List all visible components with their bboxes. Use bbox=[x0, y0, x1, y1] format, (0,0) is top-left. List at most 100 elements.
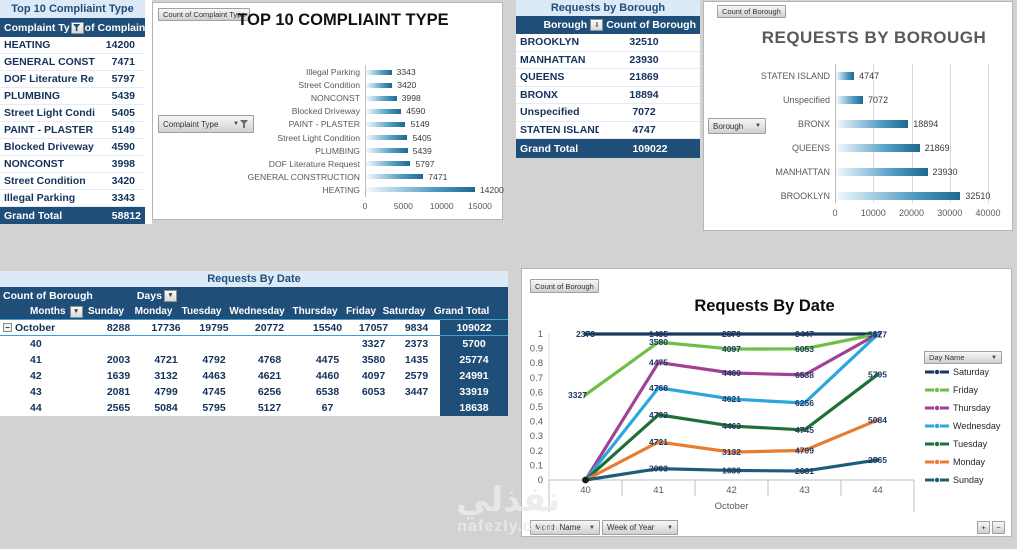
row-label: Street Condition bbox=[4, 175, 86, 187]
bar bbox=[366, 187, 475, 193]
svg-text:0.4: 0.4 bbox=[530, 417, 543, 428]
week-value-cell: 4721 bbox=[154, 354, 178, 366]
borough-grand-total-row: Grand Total 109022 bbox=[516, 139, 700, 158]
day-column-header: Wednesday bbox=[229, 306, 285, 317]
legend-item[interactable]: Monday bbox=[924, 453, 1012, 471]
table-row: DOF Literature Re 5797 bbox=[0, 71, 145, 88]
borough-axis-button[interactable]: Borough ▼ bbox=[708, 118, 766, 134]
category-label: GENERAL CONSTRUCTION bbox=[247, 171, 360, 182]
data-label: 5795 bbox=[868, 370, 887, 380]
day-column-header: Friday bbox=[346, 306, 377, 317]
week-row: 40 3327 2373 5700 bbox=[0, 336, 508, 352]
legend-item[interactable]: Saturday bbox=[924, 363, 1012, 381]
table-row: QUEENS 21869 bbox=[516, 69, 700, 87]
borough-chart-plot: STATEN ISLAND 4747 Unspecified 7072 BRONX 188… bbox=[704, 2, 1014, 232]
row-label: STATEN ISLAND bbox=[520, 123, 599, 136]
svg-text:0.1: 0.1 bbox=[530, 460, 543, 471]
table-row: STATEN ISLAND 4747 bbox=[516, 121, 700, 139]
svg-text:40: 40 bbox=[580, 485, 591, 496]
legend-item[interactable]: Wednesday bbox=[924, 417, 1012, 435]
zoom-in-button[interactable]: + bbox=[977, 521, 990, 534]
week-value-cell bbox=[301, 336, 354, 352]
count-of-borough-label: Count of Borough bbox=[3, 289, 93, 302]
svg-text:October: October bbox=[715, 501, 749, 512]
count-of-complaint-type-field-button[interactable]: Count of Complaint Type bbox=[158, 8, 251, 21]
complaint-chart-plot: Illegal Parking 3343 Street Condition 3420 N… bbox=[153, 3, 504, 221]
row-value: 32510 bbox=[629, 36, 659, 49]
data-label: 4792 bbox=[649, 410, 668, 420]
week-value-cell: 4745 bbox=[202, 386, 226, 398]
complaint-type-axis-button[interactable]: Complaint Type ▼ bbox=[158, 115, 254, 133]
bar bbox=[836, 96, 864, 104]
group-label-cell: − October bbox=[0, 320, 95, 335]
table-row: MANHATTAN 23930 bbox=[516, 51, 700, 69]
row-label: Street Light Condit bbox=[4, 107, 95, 119]
row-label: QUEENS bbox=[520, 71, 565, 84]
row-label: BRONX bbox=[520, 88, 558, 101]
category-label: Unspecified bbox=[782, 95, 830, 105]
data-label: 2579 bbox=[722, 329, 741, 339]
category-label: QUEENS bbox=[791, 143, 830, 153]
week-label-cell: 41 bbox=[30, 354, 42, 366]
sort-icon[interactable]: ⇩ bbox=[590, 19, 604, 31]
day-column-header: Saturday bbox=[382, 306, 426, 317]
week-value-cell: 4792 bbox=[202, 354, 226, 366]
filter-icon[interactable] bbox=[70, 21, 84, 34]
table-row: Street Condition 3420 bbox=[0, 173, 145, 190]
svg-text:0.8: 0.8 bbox=[530, 358, 543, 369]
dropdown-arrow-icon: ▼ bbox=[233, 121, 239, 127]
sheet-gutter bbox=[145, 0, 152, 224]
collapse-button[interactable]: − bbox=[3, 323, 12, 332]
week-value-cell: 5127 bbox=[257, 402, 282, 414]
count-col-header: of Complain bbox=[84, 21, 145, 34]
complaint-chart-title: TOP 10 COMPLIAINT TYPE bbox=[237, 11, 449, 29]
complaint-table-rows: HEATING 14200 GENERAL CONSTR 7471 DOF Litera… bbox=[0, 37, 145, 207]
row-label: Blocked Driveway bbox=[4, 141, 94, 153]
months-dropdown-icon[interactable]: ▼ bbox=[69, 305, 83, 318]
days-dropdown-icon[interactable]: ▼ bbox=[163, 289, 177, 302]
week-value-cell: 5795 bbox=[202, 402, 226, 414]
svg-text:42: 42 bbox=[726, 485, 737, 496]
zoom-out-button[interactable]: − bbox=[992, 521, 1005, 534]
complaint-grand-total-row: Grand Total 58812 bbox=[0, 207, 145, 224]
legend-item[interactable]: Tuesday bbox=[924, 435, 1012, 453]
week-label-cell: 43 bbox=[30, 386, 42, 398]
day-name-legend-button[interactable]: Day Name ▼ bbox=[924, 351, 1002, 364]
month-name-axis-button[interactable]: Month Name ▼ bbox=[530, 520, 600, 535]
dropdown-arrow-icon: ▼ bbox=[991, 354, 997, 361]
data-label: 2565 bbox=[868, 455, 887, 465]
week-row: 42 1639 3132 4463 4621 4460 4097 2579 24991 bbox=[0, 368, 508, 384]
week-of-year-axis-button[interactable]: Week of Year ▼ bbox=[602, 520, 678, 535]
count-of-borough-field-button[interactable]: Count of Borough bbox=[717, 5, 786, 18]
row-label: Illegal Parking bbox=[4, 192, 76, 204]
gridline bbox=[949, 64, 951, 203]
legend-item[interactable]: Thursday bbox=[924, 399, 1012, 417]
value-axis-line bbox=[835, 64, 836, 203]
count-of-borough-field-button[interactable]: Count of Borough bbox=[530, 279, 599, 293]
bar-value-label: 3998 bbox=[401, 93, 421, 104]
svg-text:1: 1 bbox=[538, 329, 543, 340]
row-value: 3420 bbox=[111, 175, 135, 187]
week-value-cell: 4621 bbox=[257, 370, 282, 382]
bar bbox=[366, 108, 402, 114]
bar bbox=[366, 82, 393, 88]
borough-chart-title: REQUESTS BY BOROUGH bbox=[761, 28, 987, 47]
data-label: 5084 bbox=[868, 415, 887, 425]
legend-label: Thursday bbox=[953, 403, 991, 413]
bar-value-label: 5797 bbox=[415, 158, 435, 169]
bar bbox=[366, 174, 424, 180]
borough-table-rows: BROOKLYN 32510 MANHATTAN 23930 QUEENS 21869 BR… bbox=[516, 34, 700, 139]
bar bbox=[366, 95, 397, 101]
table-row: PAINT - PLASTER 5149 bbox=[0, 122, 145, 139]
category-label: PLUMBING bbox=[315, 145, 360, 156]
legend-item[interactable]: Sunday bbox=[924, 471, 1012, 489]
grand-total-value: 58812 bbox=[111, 209, 141, 222]
bar bbox=[366, 161, 411, 167]
bar-value-label: 18894 bbox=[913, 119, 939, 129]
data-label: 4799 bbox=[795, 445, 814, 455]
data-label: 3447 bbox=[795, 329, 814, 339]
x-axis-tick-label: 5000 bbox=[393, 201, 413, 211]
legend-item[interactable]: Friday bbox=[924, 381, 1012, 399]
table-row: PLUMBING 5439 bbox=[0, 88, 145, 105]
week-value-cell: 2081 bbox=[106, 386, 131, 398]
